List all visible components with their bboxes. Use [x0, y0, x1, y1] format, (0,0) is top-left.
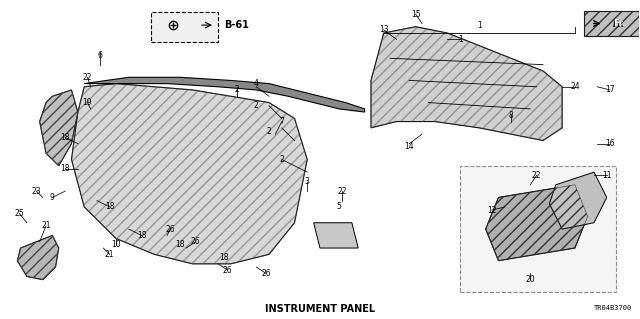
Text: 18: 18	[220, 253, 229, 262]
Text: 4: 4	[254, 79, 259, 88]
Polygon shape	[584, 11, 639, 36]
Text: 18: 18	[175, 241, 184, 249]
Text: 6: 6	[98, 51, 102, 60]
Text: 19: 19	[83, 98, 92, 107]
Bar	[460, 166, 616, 292]
Text: 18: 18	[60, 133, 70, 142]
Text: 22: 22	[337, 187, 347, 196]
Text: 9: 9	[50, 193, 55, 202]
Text: 24: 24	[570, 82, 580, 91]
Text: 2: 2	[235, 85, 239, 94]
Text: Fr.: Fr.	[613, 19, 625, 28]
Text: 12: 12	[487, 206, 497, 215]
Text: 2: 2	[280, 155, 284, 164]
Text: 23: 23	[31, 187, 41, 196]
Text: B-61: B-61	[225, 20, 250, 30]
Polygon shape	[40, 90, 78, 166]
Text: 3: 3	[305, 177, 310, 186]
Polygon shape	[549, 172, 607, 229]
Text: 1: 1	[477, 21, 482, 30]
Text: 26: 26	[166, 225, 175, 234]
Text: 1: 1	[458, 35, 463, 44]
Text: 22: 22	[532, 171, 541, 180]
Text: INSTRUMENT PANEL: INSTRUMENT PANEL	[265, 304, 375, 315]
Text: 25: 25	[15, 209, 24, 218]
Text: 18: 18	[137, 231, 147, 240]
Text: 13: 13	[379, 25, 388, 34]
Text: 21: 21	[41, 221, 51, 230]
Text: 20: 20	[525, 275, 535, 284]
Text: 15: 15	[411, 10, 420, 19]
Polygon shape	[72, 84, 307, 264]
Text: 11: 11	[602, 171, 611, 180]
Polygon shape	[84, 77, 365, 112]
Text: 21: 21	[105, 250, 115, 259]
Text: 2: 2	[254, 101, 259, 110]
Text: TR04B3700: TR04B3700	[594, 305, 632, 311]
Text: 10: 10	[111, 241, 121, 249]
Text: 18: 18	[105, 203, 115, 211]
FancyBboxPatch shape	[151, 12, 218, 42]
Polygon shape	[486, 185, 588, 261]
Polygon shape	[17, 235, 59, 280]
Text: 14: 14	[404, 142, 414, 151]
Text: 16: 16	[605, 139, 615, 148]
Text: 26: 26	[261, 269, 271, 278]
Text: 5: 5	[337, 203, 342, 211]
Text: Fr.: Fr.	[613, 19, 626, 28]
Polygon shape	[314, 223, 358, 248]
Text: 26: 26	[223, 266, 232, 275]
Polygon shape	[371, 27, 562, 141]
Text: 26: 26	[191, 237, 200, 246]
Text: 17: 17	[605, 85, 615, 94]
Text: 7: 7	[279, 117, 284, 126]
Text: 8: 8	[509, 111, 513, 120]
Text: 22: 22	[83, 73, 92, 82]
Text: 18: 18	[60, 165, 70, 174]
Text: 2: 2	[267, 127, 271, 136]
